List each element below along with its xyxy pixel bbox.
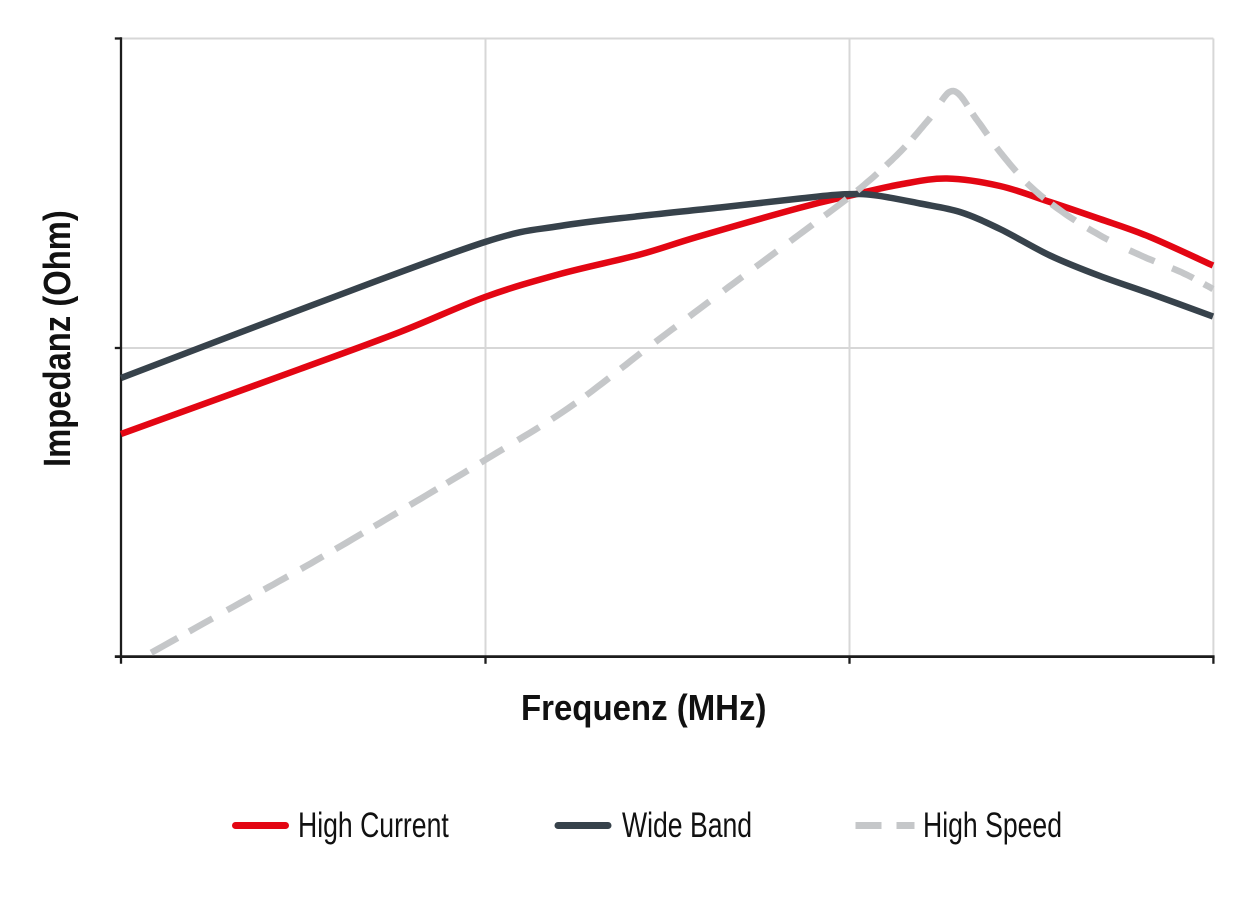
svg-text:High Speed: High Speed	[923, 805, 1062, 844]
svg-text:Frequenz (MHz): Frequenz (MHz)	[521, 689, 766, 729]
svg-text:Impedanz (Ohm): Impedanz (Ohm)	[36, 210, 79, 467]
svg-text:High Current: High Current	[298, 805, 449, 844]
svg-text:Wide Band: Wide Band	[622, 805, 752, 844]
